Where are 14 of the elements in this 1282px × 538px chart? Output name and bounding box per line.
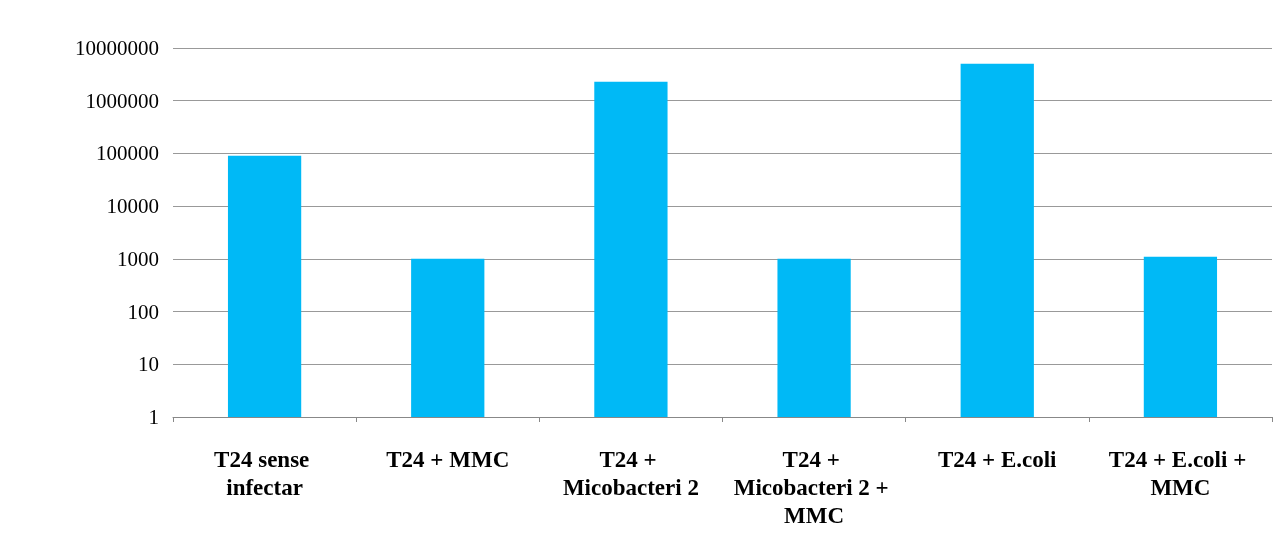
y-tick-label: 10 (138, 352, 159, 377)
y-tick-label: 10000 (106, 194, 159, 219)
x-tick-label: T24 + E.coli (937, 446, 1058, 472)
y-tick-label: 1000 (117, 246, 159, 271)
y-tick-label: 1000000 (85, 88, 159, 113)
x-tick-label: T24 + MMC (386, 446, 510, 472)
y-tick-label: 100000 (96, 141, 159, 166)
x-tick-label: T24 + Micobacteri 2 + MMC (733, 446, 895, 528)
y-tick-label: 1 (148, 405, 159, 429)
x-tick-label: T24 sense infectar (214, 446, 316, 500)
y-tick-label: 100 (127, 299, 159, 324)
x-tick-label: T24 + E.coli + MMC (1108, 446, 1252, 500)
x-tick-label: T24 + Micobacteri 2 (562, 446, 699, 500)
y-tick-label: 10000000 (75, 36, 159, 60)
